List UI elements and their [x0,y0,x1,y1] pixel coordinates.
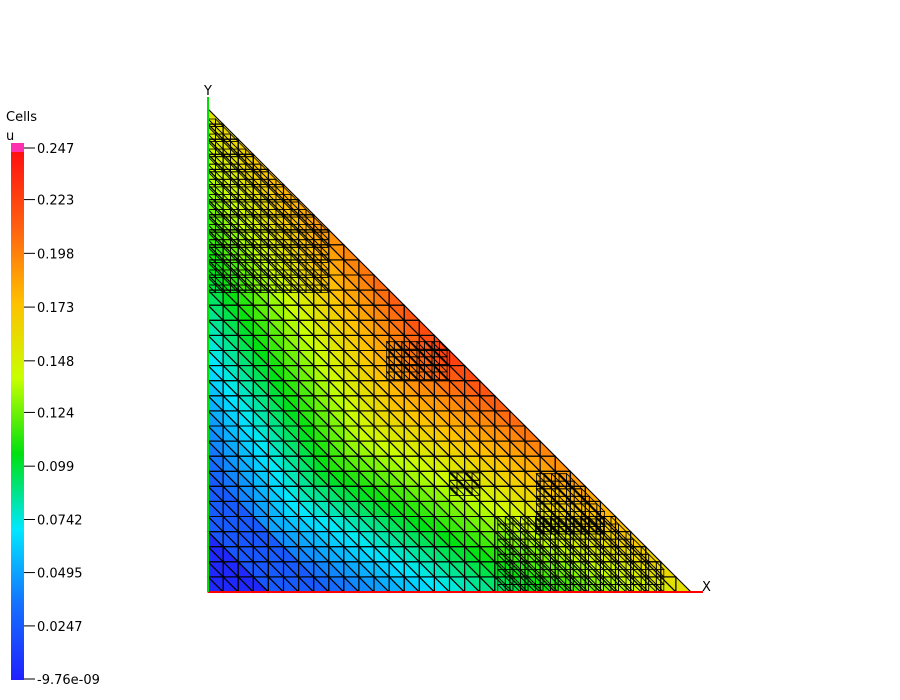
mesh-cell [584,484,602,502]
mesh-cell [569,469,587,487]
legend-tick-label: 0.247 [37,142,74,157]
mesh-cell [464,364,482,382]
mesh-cell [539,439,557,457]
refined-mesh-cell [298,201,308,210]
legend-tick-label: -9.76e-09 [37,673,100,688]
refined-mesh-cell [230,133,240,143]
mesh-cell [554,454,572,472]
refined-mesh-cell [252,155,262,165]
refined-mesh-cell [313,216,323,226]
legend-tick-label: 0.223 [37,194,74,209]
refined-mesh-edges [207,118,665,593]
mesh-cell [448,349,466,367]
legend-tick-label: 0.0247 [37,620,83,635]
refined-mesh-cell [260,163,270,173]
refined-mesh-cell [471,472,481,482]
mesh-cell [494,394,512,412]
legend-colorbar [11,152,24,680]
refined-mesh-cell [588,495,598,505]
mesh-cell [253,229,269,245]
refined-mesh-cell [640,545,650,555]
legend-ticks: 0.247 0.223 0.198 0.173 0.148 0.124 0.099 0.074… [24,142,100,688]
legend-variable: u [6,129,14,144]
mesh-cell [373,273,391,291]
legend-tick-label: 0.0742 [37,513,83,528]
mesh-cell [253,305,269,321]
refined-mesh-cell [655,560,665,570]
mesh-cell [418,318,436,336]
legend-title: Cells [6,110,37,125]
legend-tick-label: 0.148 [37,355,74,370]
mesh-cell [509,409,527,427]
legend-tick-label: 0.198 [37,247,74,262]
y-axis-label: Y [203,84,212,99]
refined-mesh-cell [222,125,232,135]
mesh-cell [388,288,406,306]
mesh-cell [509,531,525,547]
refined-mesh-cell [305,208,315,218]
refined-mesh-cell [625,530,635,540]
mesh-cell [253,471,269,487]
mesh-cell [524,424,542,442]
mesh-cell [358,258,376,276]
refined-mesh-cell [633,538,643,548]
mesh-cell [253,456,269,472]
refined-mesh-cell [283,185,292,195]
legend-overflow-swatch [11,143,24,153]
legend-tick-label: 0.099 [37,460,74,475]
refined-mesh-cell [618,523,628,532]
refined-mesh-cell [581,487,591,497]
refined-mesh-cell [237,140,247,150]
legend-tick-label: 0.124 [37,406,74,421]
refined-mesh-cell [566,472,576,482]
refined-mesh-cell [245,148,255,158]
refined-mesh-cell [290,193,300,203]
refined-mesh-cell [573,480,583,490]
legend-tick-label: 0.0495 [37,567,83,582]
refined-mesh-cell [596,502,606,512]
refined-mesh-cell [215,118,225,127]
refined-mesh-cell [439,340,449,350]
refined-mesh-cell [320,223,330,233]
mesh-cell [479,379,497,397]
mesh-cell [433,334,451,352]
refined-mesh-cell [648,553,658,563]
mesh-cell [343,243,361,261]
mesh-cell [253,380,269,396]
refined-mesh-cell [610,515,620,525]
legend-tick-label: 0.173 [37,301,74,316]
mesh-cell [253,214,269,230]
mesh-cell [403,303,421,321]
color-legend: Cells u 0.2470.2230.1980.1730.1480.1240.… [6,110,100,688]
refined-mesh-cell [267,170,277,180]
x-axis-label: X [702,580,711,595]
mesh-plot: X Y [203,84,711,595]
refined-mesh-cell [275,178,285,188]
